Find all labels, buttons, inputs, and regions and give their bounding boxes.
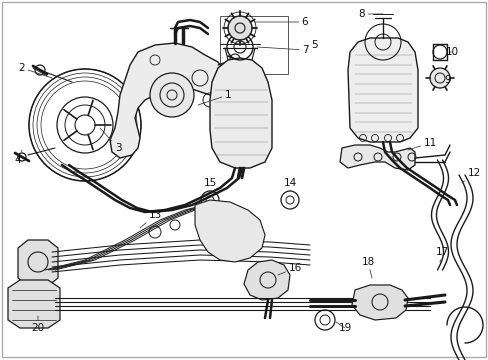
Polygon shape (347, 38, 417, 142)
Polygon shape (18, 240, 58, 286)
Text: 1: 1 (198, 90, 231, 105)
Polygon shape (8, 280, 60, 328)
Text: 14: 14 (283, 178, 296, 191)
Text: 4: 4 (15, 150, 22, 165)
Text: 2: 2 (19, 63, 52, 78)
Polygon shape (339, 145, 414, 170)
Polygon shape (110, 43, 224, 158)
Text: 10: 10 (445, 47, 458, 57)
Text: 13: 13 (140, 210, 162, 228)
Text: 3: 3 (100, 128, 121, 153)
Text: 9: 9 (444, 75, 451, 85)
Text: 18: 18 (361, 257, 374, 278)
Text: 12: 12 (461, 168, 480, 183)
Text: 7: 7 (257, 45, 307, 55)
Polygon shape (351, 285, 407, 320)
Text: 11: 11 (407, 138, 436, 150)
Polygon shape (195, 200, 264, 262)
Text: 8: 8 (358, 9, 382, 19)
Text: 17: 17 (434, 247, 447, 262)
Text: 20: 20 (31, 316, 44, 333)
Circle shape (429, 68, 449, 88)
Circle shape (227, 16, 251, 40)
Text: 15: 15 (203, 178, 216, 191)
Text: 6: 6 (254, 17, 307, 27)
Text: 19: 19 (335, 322, 351, 333)
Text: 16: 16 (278, 263, 301, 275)
Text: 5: 5 (311, 40, 318, 50)
Polygon shape (209, 58, 271, 168)
Polygon shape (244, 260, 289, 300)
Circle shape (150, 73, 194, 117)
